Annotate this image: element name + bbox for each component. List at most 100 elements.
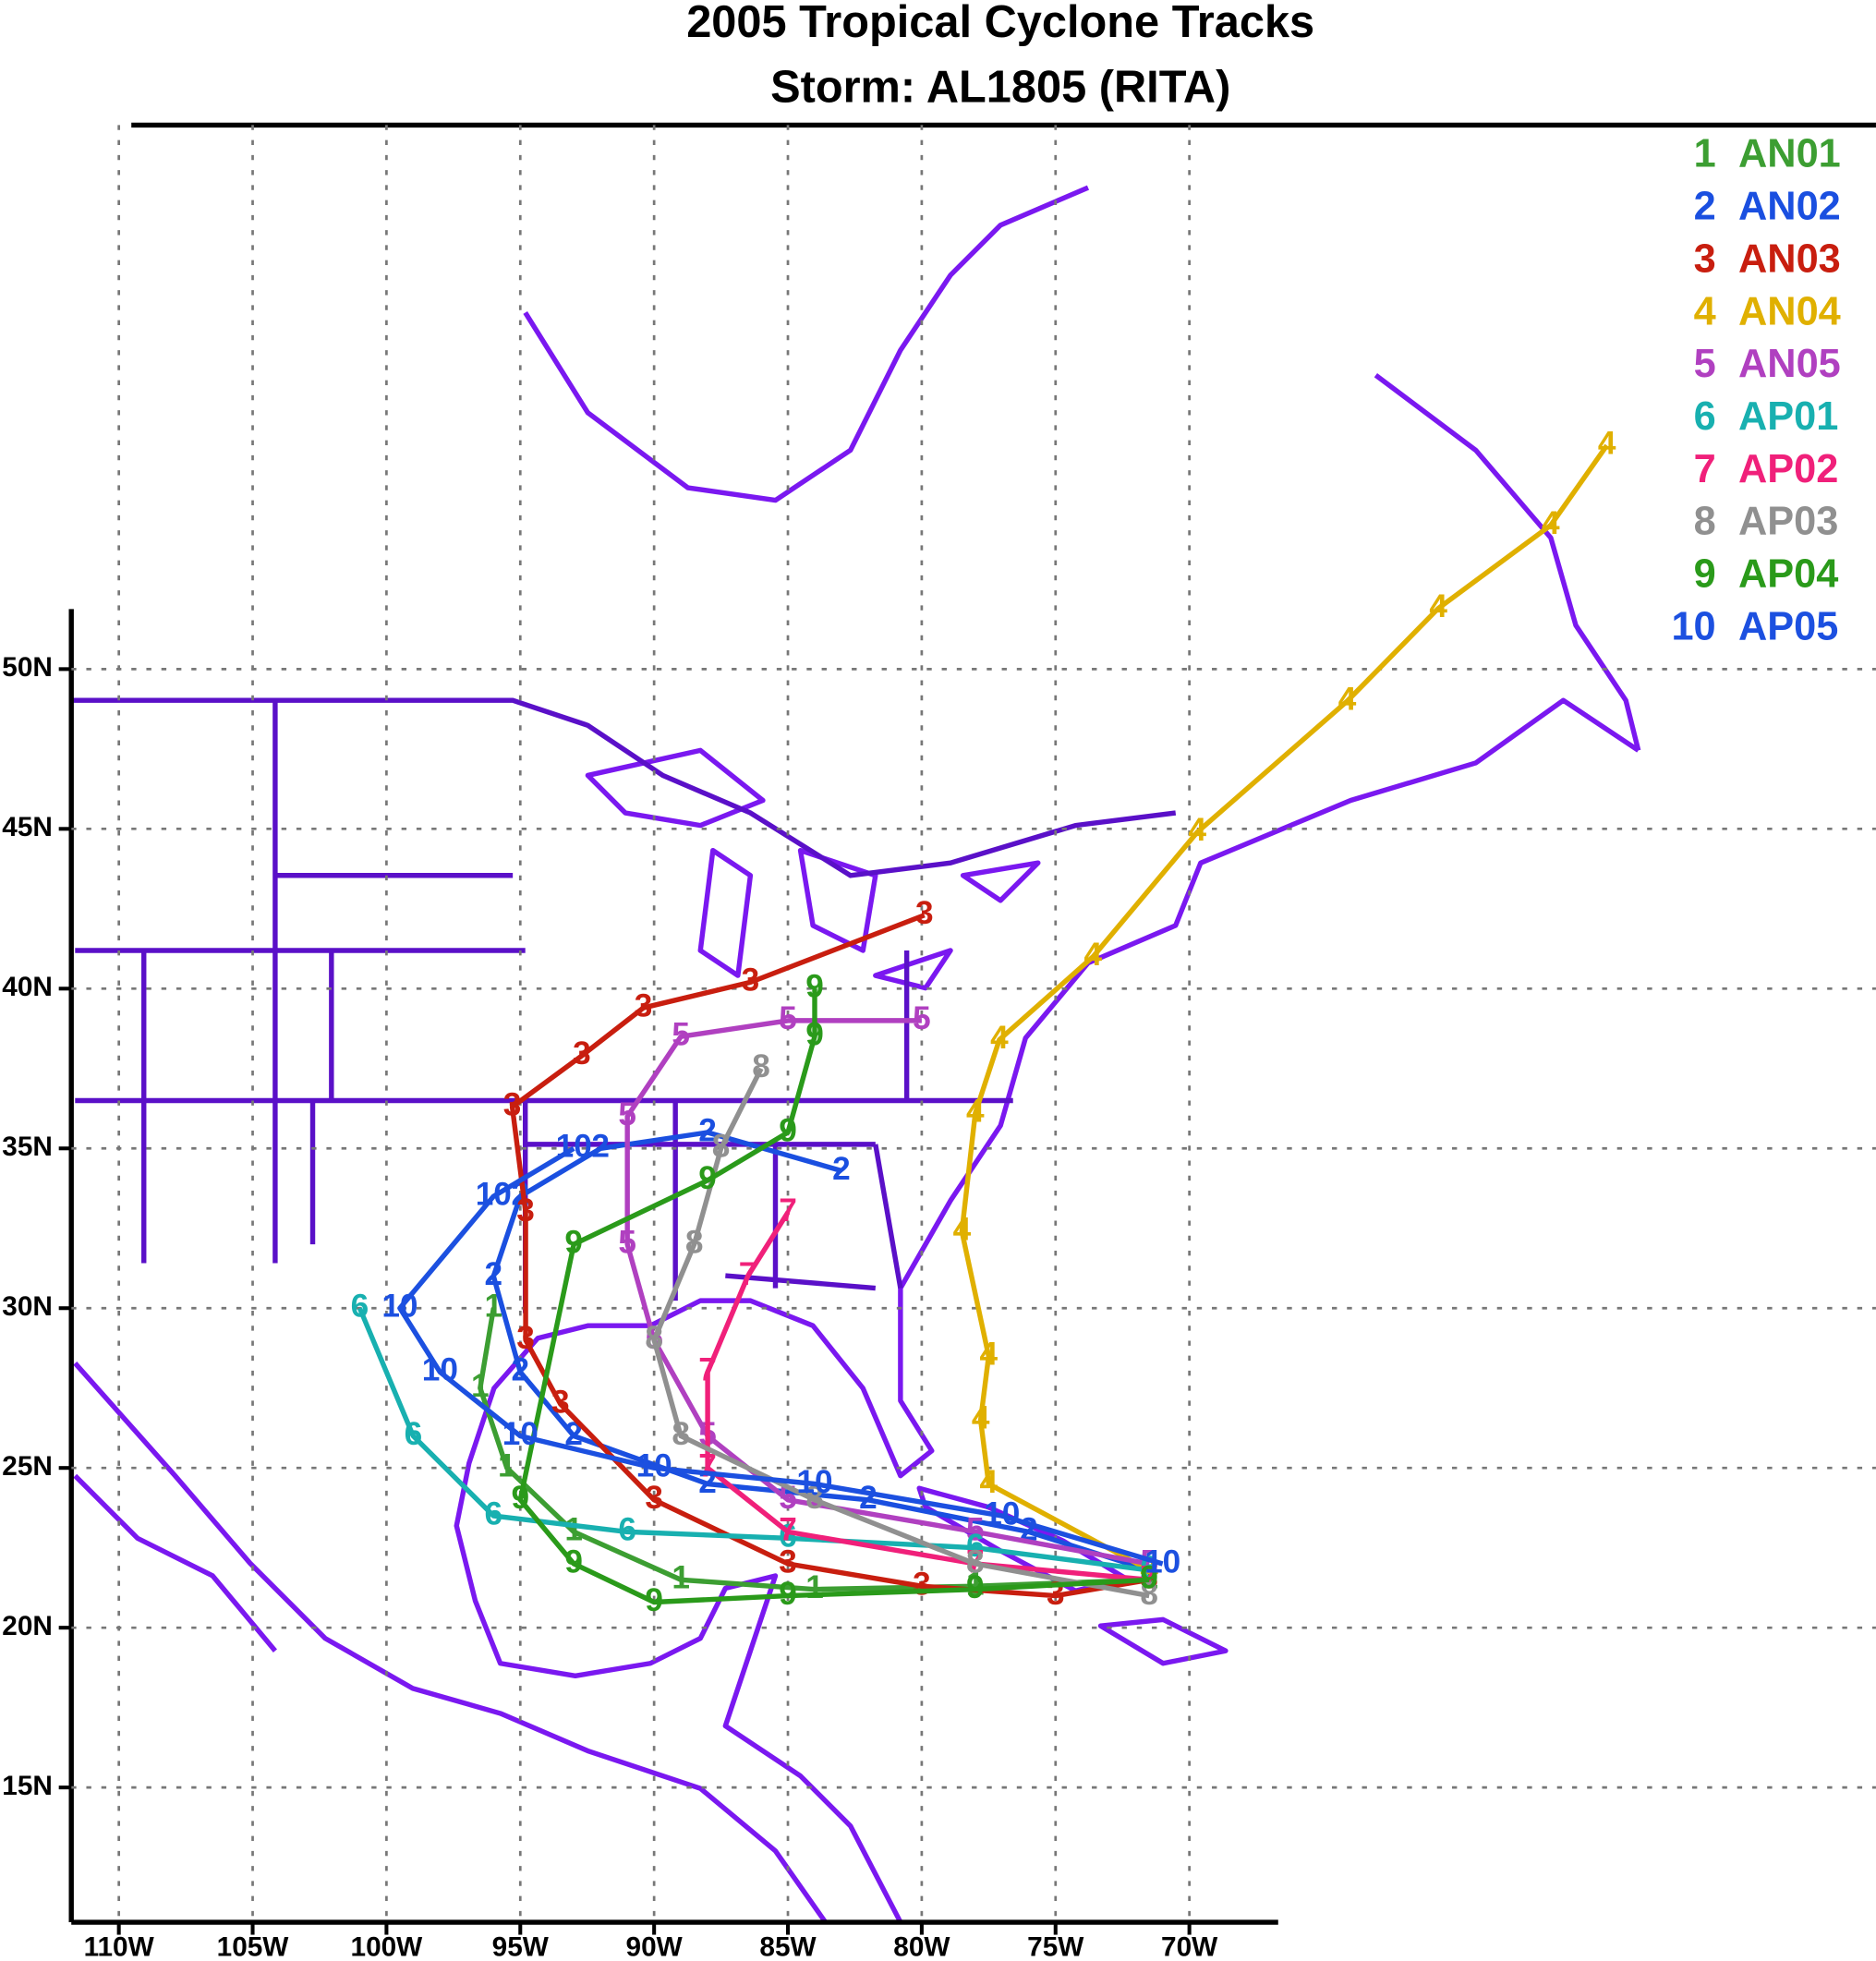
legend-number: 8 <box>1694 500 1716 544</box>
track-marker: 4 <box>1429 588 1447 624</box>
border <box>71 697 1177 878</box>
y-tick-label: 20N <box>2 1611 53 1641</box>
track-marker: 5 <box>779 1000 797 1036</box>
y-tick-label: 25N <box>2 1451 53 1482</box>
track-marker: 6 <box>351 1289 369 1325</box>
x-tick-label: 80W <box>893 1931 950 1961</box>
track-marker: 3 <box>742 962 760 999</box>
track-line <box>959 443 1609 1573</box>
legend-number: 9 <box>1694 552 1716 597</box>
track-marker: 4 <box>953 1212 972 1248</box>
coastline <box>73 1362 828 1924</box>
legend-number: 4 <box>1694 289 1716 333</box>
track-marker: 8 <box>966 1543 985 1580</box>
track-marker: 4 <box>972 1400 990 1436</box>
y-tick-label: 45N <box>2 812 53 842</box>
legend-number: 6 <box>1694 394 1716 439</box>
track-marker: 3 <box>779 1543 797 1580</box>
x-tick-label: 75W <box>1027 1931 1084 1961</box>
track-marker: 6 <box>618 1512 636 1548</box>
track-marker: 9 <box>966 1569 985 1605</box>
track-line <box>517 988 1150 1605</box>
y-tick-label: 50N <box>2 652 53 683</box>
legend-label: AP03 <box>1738 500 1838 544</box>
track-marker: 3 <box>915 895 934 931</box>
track-marker: 4 <box>990 1020 1009 1056</box>
track-marker: 2 <box>698 1112 717 1148</box>
track-line <box>397 1145 1164 1567</box>
track-line <box>651 1067 1150 1599</box>
track-marker: 9 <box>1140 1560 1158 1596</box>
track-marker: 10 <box>636 1448 672 1484</box>
track-marker: 3 <box>503 1087 522 1123</box>
track-marker: 7 <box>698 1352 717 1388</box>
track-marker: 4 <box>1542 505 1560 541</box>
x-tick-label: 95W <box>492 1931 550 1961</box>
y-tick-label: 30N <box>2 1291 53 1322</box>
track-marker: 7 <box>739 1256 757 1292</box>
track-marker: 5 <box>672 1016 690 1052</box>
y-tick-label: 35N <box>2 1132 53 1162</box>
coastline <box>454 697 1640 1924</box>
track-line <box>509 913 1150 1599</box>
track-marker: 1 <box>564 1512 583 1548</box>
track-marker: 3 <box>516 1192 535 1229</box>
track-marker: 9 <box>511 1480 529 1516</box>
track-marker: 3 <box>635 987 653 1023</box>
legend-label: AN05 <box>1738 342 1841 386</box>
track-marker: 8 <box>712 1129 731 1165</box>
track-marker: 8 <box>685 1224 704 1260</box>
legend-number: 5 <box>1694 342 1716 386</box>
legend-label: AP05 <box>1738 604 1838 648</box>
track-marker: 9 <box>805 969 824 1005</box>
track-marker: 1 <box>471 1368 490 1404</box>
chart-title: 2005 Tropical Cyclone Tracks <box>686 0 1314 47</box>
legend-number: 10 <box>1671 604 1715 648</box>
legend-label: AP04 <box>1738 552 1838 597</box>
legend-number: 3 <box>1694 236 1716 281</box>
grid <box>58 125 1876 1935</box>
track-marker: 4 <box>1598 426 1616 462</box>
track-marker: 9 <box>564 1543 583 1580</box>
track-line <box>357 1307 1150 1573</box>
track-marker: 10 <box>422 1352 458 1388</box>
chart-subtitle: Storm: AL1805 (RITA) <box>770 62 1230 112</box>
track-marker: 4 <box>1084 937 1103 973</box>
track-marker: 1 <box>672 1560 690 1596</box>
track-marker: 3 <box>645 1480 663 1516</box>
track-marker: 4 <box>980 1336 999 1372</box>
legend-label: AP01 <box>1738 394 1838 439</box>
track-marker: 3 <box>913 1566 931 1602</box>
track-marker: 3 <box>551 1384 570 1420</box>
legend-label: AN03 <box>1738 236 1841 281</box>
track-marker: 10 <box>796 1464 832 1500</box>
track-marker: 1 <box>805 1569 824 1605</box>
track-marker: 6 <box>485 1495 503 1531</box>
track-marker: 7 <box>1140 1560 1158 1596</box>
x-tick-label: 105W <box>217 1931 290 1961</box>
track-marker: 10 <box>1144 1543 1180 1580</box>
track: 8 8 8 8 8 8 8 8 <box>645 1048 1158 1612</box>
track-marker: 3 <box>573 1035 591 1071</box>
legend-label: AP02 <box>1738 447 1838 491</box>
track-marker: 7 <box>779 1192 797 1229</box>
track-marker: 2 <box>485 1256 503 1292</box>
track-marker: 2 <box>859 1480 877 1516</box>
track-marker: 2 <box>591 1129 610 1165</box>
lake <box>585 747 1041 991</box>
track-marker: 9 <box>645 1582 663 1618</box>
coastline <box>73 1473 277 1652</box>
y-tick-label: 15N <box>2 1771 53 1801</box>
track-marker: 4 <box>966 1094 985 1130</box>
track-marker: 9 <box>779 1576 797 1612</box>
track-marker: 10 <box>984 1495 1020 1531</box>
x-tick-label: 110W <box>84 1931 155 1961</box>
legend-number: 7 <box>1694 447 1716 491</box>
legend-label: AN01 <box>1738 132 1841 176</box>
track-marker: 8 <box>752 1048 770 1084</box>
track-marker: 5 <box>913 1000 931 1036</box>
